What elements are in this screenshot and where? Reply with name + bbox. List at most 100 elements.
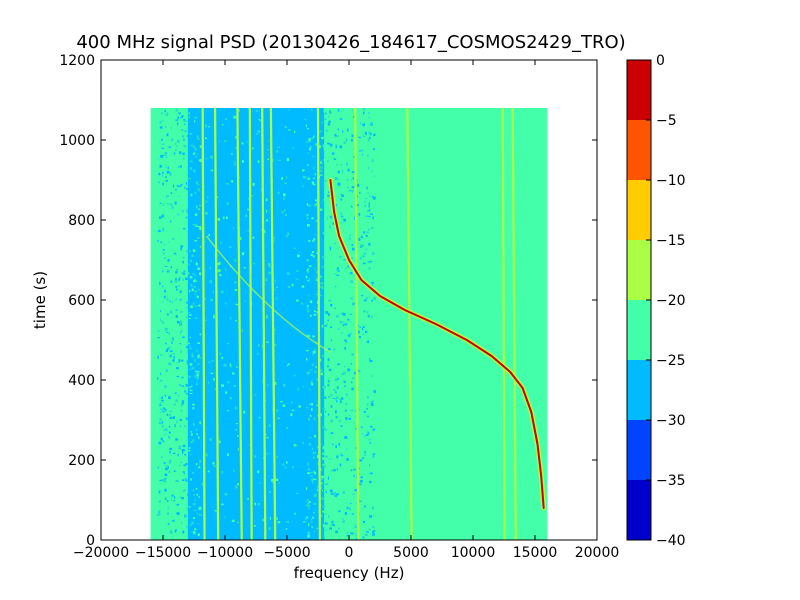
spectrogram-texture-cell bbox=[352, 302, 355, 306]
spectrogram-texture-cell bbox=[209, 438, 212, 441]
spectrogram-texture-cell bbox=[329, 247, 332, 251]
spectrogram-texture-cell bbox=[362, 536, 365, 539]
spectrogram-texture-cell bbox=[336, 267, 339, 270]
spectrogram-texture-cell bbox=[267, 384, 269, 387]
spectrogram-texture-cell bbox=[366, 531, 369, 533]
spectrogram-texture-cell bbox=[311, 251, 314, 254]
spectrogram-texture-cell bbox=[355, 428, 358, 431]
spectrogram-texture-cell bbox=[350, 297, 353, 300]
spectrogram-texture-cell bbox=[189, 392, 193, 394]
spectrogram-texture-cell bbox=[180, 320, 182, 324]
spectrogram-texture-cell bbox=[171, 301, 174, 303]
spectrogram-texture-cell bbox=[169, 173, 172, 176]
spectrogram-texture-cell bbox=[180, 359, 184, 362]
spectrogram-texture-cell bbox=[175, 480, 179, 482]
spectrogram-texture-cell bbox=[300, 302, 304, 305]
spectrogram-texture-cell bbox=[165, 155, 168, 159]
spectrogram-texture-cell bbox=[359, 459, 363, 462]
spectrogram-texture-cell bbox=[159, 318, 162, 321]
spectrogram-texture-cell bbox=[160, 310, 162, 312]
spectrogram-texture-cell bbox=[195, 372, 198, 374]
spectrogram-texture-cell bbox=[324, 179, 327, 182]
spectrogram-texture-cell bbox=[269, 452, 271, 454]
spectrogram-texture-cell bbox=[192, 273, 195, 275]
spectrogram-texture-cell bbox=[336, 455, 339, 459]
spectrogram-texture-cell bbox=[372, 453, 376, 456]
spectrogram-texture-cell bbox=[175, 315, 178, 318]
spectrogram-texture-cell bbox=[287, 129, 290, 131]
spectrogram-texture-cell bbox=[276, 409, 278, 412]
spectrogram-texture-cell bbox=[350, 532, 352, 535]
spectrogram-texture-cell bbox=[323, 159, 325, 161]
spectrogram-texture-cell bbox=[162, 227, 165, 231]
spectrogram-texture-cell bbox=[166, 413, 169, 417]
spectrogram-texture-cell bbox=[157, 181, 161, 184]
spectrogram-texture-cell bbox=[157, 330, 160, 333]
spectrogram-texture-cell bbox=[351, 139, 353, 142]
spectrogram-texture-cell bbox=[337, 109, 340, 112]
spectrogram-texture-cell bbox=[195, 261, 198, 264]
colorbar-band bbox=[627, 420, 651, 480]
spectrogram-texture-cell bbox=[182, 260, 185, 264]
spectrogram-texture-cell bbox=[201, 482, 205, 486]
spectrogram-texture-cell bbox=[157, 355, 159, 359]
spectrogram-texture-cell bbox=[366, 407, 368, 410]
spectrogram-vertical-line bbox=[213, 107, 220, 540]
spectrogram-texture-cell bbox=[358, 136, 362, 138]
spectrogram-texture-cell bbox=[344, 339, 347, 341]
spectrogram-texture-cell bbox=[324, 522, 328, 525]
spectrogram-texture-cell bbox=[293, 375, 296, 377]
spectrogram-texture-cell bbox=[321, 285, 324, 289]
spectrogram-texture-cell bbox=[191, 531, 194, 533]
spectrogram-texture-cell bbox=[188, 506, 191, 508]
spectrogram-texture-cell bbox=[356, 183, 360, 187]
spectrogram-texture-cell bbox=[322, 524, 325, 527]
spectrogram-texture-cell bbox=[225, 216, 228, 219]
spectrogram-texture-cell bbox=[224, 492, 228, 496]
spectrogram-texture-cell bbox=[307, 214, 309, 216]
spectrogram-texture-cell bbox=[163, 534, 165, 536]
spectrogram-texture-cell bbox=[196, 433, 198, 436]
spectrogram-texture-cell bbox=[232, 372, 235, 375]
spectrogram-texture-cell bbox=[293, 247, 296, 250]
spectrogram-texture-cell bbox=[168, 332, 170, 335]
spectrogram-texture-cell bbox=[339, 463, 342, 467]
spectrogram-texture-cell bbox=[195, 263, 197, 266]
spectrogram-texture-cell bbox=[176, 185, 179, 187]
spectrogram-vertical-line bbox=[248, 107, 253, 540]
spectrogram-texture-cell bbox=[315, 341, 319, 344]
spectrogram-texture-cell bbox=[315, 143, 319, 146]
spectrogram-texture-cell bbox=[212, 291, 214, 293]
spectrogram-texture-cell bbox=[302, 385, 304, 388]
spectrogram-texture-cell bbox=[169, 531, 173, 534]
spectrogram-texture-cell bbox=[274, 344, 277, 347]
spectrogram-texture-cell bbox=[179, 311, 183, 313]
spectrogram-texture-cell bbox=[327, 380, 330, 383]
spectrogram-texture-cell bbox=[190, 478, 192, 481]
spectrogram-texture-cell bbox=[330, 215, 333, 219]
spectrogram-texture-cell bbox=[193, 494, 195, 496]
spectrogram-texture-cell bbox=[341, 169, 344, 173]
spectrogram-texture-cell bbox=[368, 242, 371, 246]
spectrogram-texture-cell bbox=[371, 299, 373, 302]
spectrogram-texture-cell bbox=[335, 410, 337, 414]
spectrogram-texture-cell bbox=[274, 328, 276, 332]
spectrogram-texture-cell bbox=[305, 124, 308, 128]
spectrogram-texture-cell bbox=[191, 521, 194, 525]
spectrogram-texture-cell bbox=[305, 358, 308, 361]
spectrogram-texture-cell bbox=[369, 515, 373, 518]
spectrogram-texture-cell bbox=[284, 182, 287, 185]
spectrogram-texture-cell bbox=[167, 523, 170, 526]
spectrogram-texture-cell bbox=[170, 280, 173, 283]
spectrogram-texture-cell bbox=[182, 530, 185, 534]
spectrogram-texture-cell bbox=[351, 171, 355, 174]
spectrogram-texture-cell bbox=[162, 182, 164, 186]
spectrogram-texture-cell bbox=[173, 519, 176, 522]
spectrogram-texture-cell bbox=[165, 126, 167, 128]
spectrogram-texture-cell bbox=[189, 368, 191, 371]
spectrogram-texture-cell bbox=[174, 299, 177, 301]
spectrogram-texture-cell bbox=[371, 531, 375, 534]
spectrogram-texture-cell bbox=[349, 332, 352, 335]
spectrogram-texture-cell bbox=[188, 336, 192, 339]
spectrogram-texture-cell bbox=[363, 435, 366, 437]
